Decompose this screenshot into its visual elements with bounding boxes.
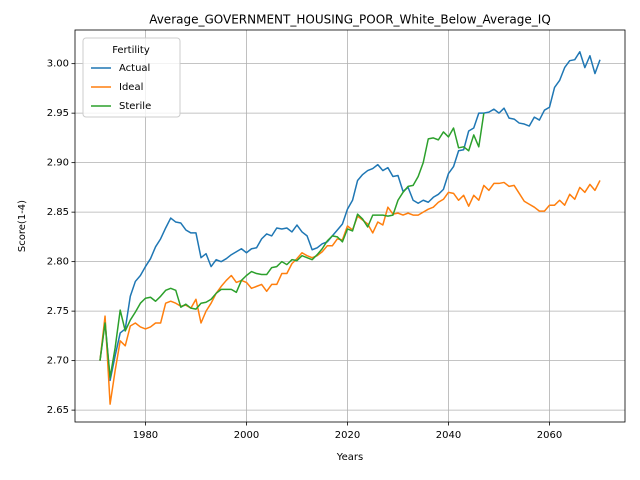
legend-box [82,37,181,118]
legend-label: Sterile [119,101,151,112]
x-tick-label: 2060 [537,430,562,441]
x-axis-label: Years [336,452,363,463]
series-line [99,113,485,379]
y-tick-label: 2.80 [47,257,69,268]
y-tick-label: 2.90 [47,158,69,169]
x-tick-label: 2040 [436,430,461,441]
lines [99,51,601,405]
chart-title: Average_GOVERNMENT_HOUSING_POOR_White_Be… [149,13,551,27]
legend-label: Actual [119,63,150,74]
y-tick-label: 3.00 [47,59,69,70]
y-tick-label: 2.85 [47,207,69,218]
y-tick-label: 2.65 [47,405,69,416]
axes: 1980 2000 2020 2040 2060 2.65 2.70 2.75 2.80 2.85… [47,59,562,441]
series-line [99,51,601,382]
legend: Fertility Actual Ideal Sterile [82,37,181,118]
y-tick-label: 2.75 [47,306,69,317]
y-tick-label: 2.70 [47,356,69,367]
y-tick-label: 2.95 [47,108,69,119]
y-axis-label: Score(1-4) [17,200,28,252]
x-tick-label: 1980 [133,430,158,441]
legend-label: Ideal [119,82,143,93]
x-tick-label: 2020 [335,430,360,441]
x-tick-label: 2000 [234,430,259,441]
legend-title: Fertility [112,45,150,56]
plot-frame [74,29,626,423]
